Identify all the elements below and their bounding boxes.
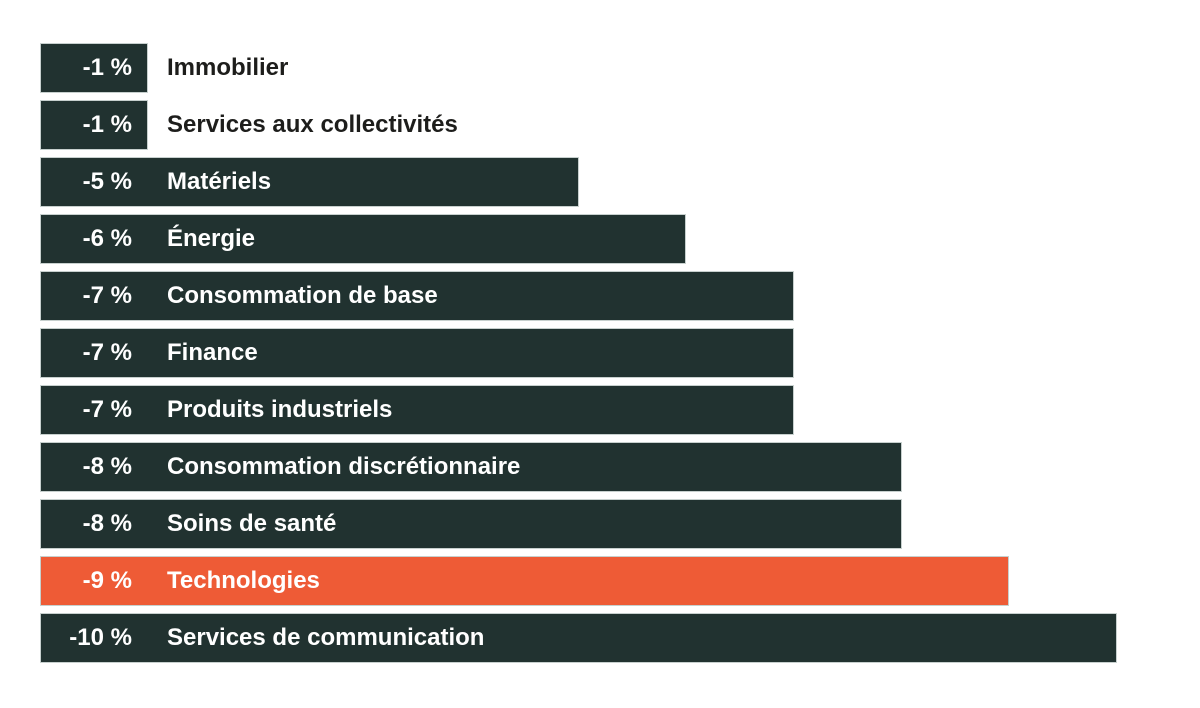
bar-category-label: Technologies [167,567,320,594]
bar [40,100,148,150]
bar-value-label: -1 % [82,54,132,81]
bar-category-label: Produits industriels [167,396,393,423]
chart-row: -8 % Consommation discrétionnaire [40,442,1160,492]
bar-category-label: Soins de santé [167,510,337,537]
bar-value-label: -9 % [82,567,132,594]
sector-performance-bar-chart: -1 % Immobilier -1 % Services aux collectiv… [40,43,1160,670]
chart-row: -1 % Services aux collectivités [40,100,1160,150]
chart-row: -5 % Matériels [40,157,1160,207]
bar [40,43,148,93]
chart-row: -6 % Énergie [40,214,1160,264]
chart-row: -10 % Services de communication [40,613,1160,663]
bar-category-label: Consommation de base [167,282,438,309]
bar-highlighted [40,556,1009,606]
bar-value-label: -8 % [82,453,132,480]
bar-value-label: -7 % [82,339,132,366]
bar-category-label: Immobilier [167,54,289,81]
bar-value-label: -7 % [82,282,132,309]
bar-value-label: -10 % [69,624,132,651]
chart-row: -8 % Soins de santé [40,499,1160,549]
bar [40,328,794,378]
bar [40,442,902,492]
bar-value-label: -8 % [82,510,132,537]
bar-category-label: Matériels [167,168,272,195]
bar-value-label: -5 % [82,168,132,195]
bar [40,499,902,549]
bar-category-label: Services aux collectivités [167,111,458,138]
bar [40,613,1117,663]
chart-row: -7 % Produits industriels [40,385,1160,435]
chart-row: -7 % Finance [40,328,1160,378]
bar-category-label: Énergie [167,225,256,252]
bar [40,271,794,321]
bar [40,157,579,207]
bar-value-label: -6 % [82,225,132,252]
chart-row: -7 % Consommation de base [40,271,1160,321]
bar [40,214,686,264]
bar-category-label: Finance [167,339,258,366]
bar-category-label: Consommation discrétionnaire [167,453,521,480]
chart-row: -1 % Immobilier [40,43,1160,93]
bar [40,385,794,435]
chart-row: -9 % Technologies [40,556,1160,606]
bar-value-label: -1 % [82,111,132,138]
bar-value-label: -7 % [82,396,132,423]
bar-category-label: Services de communication [167,624,485,651]
